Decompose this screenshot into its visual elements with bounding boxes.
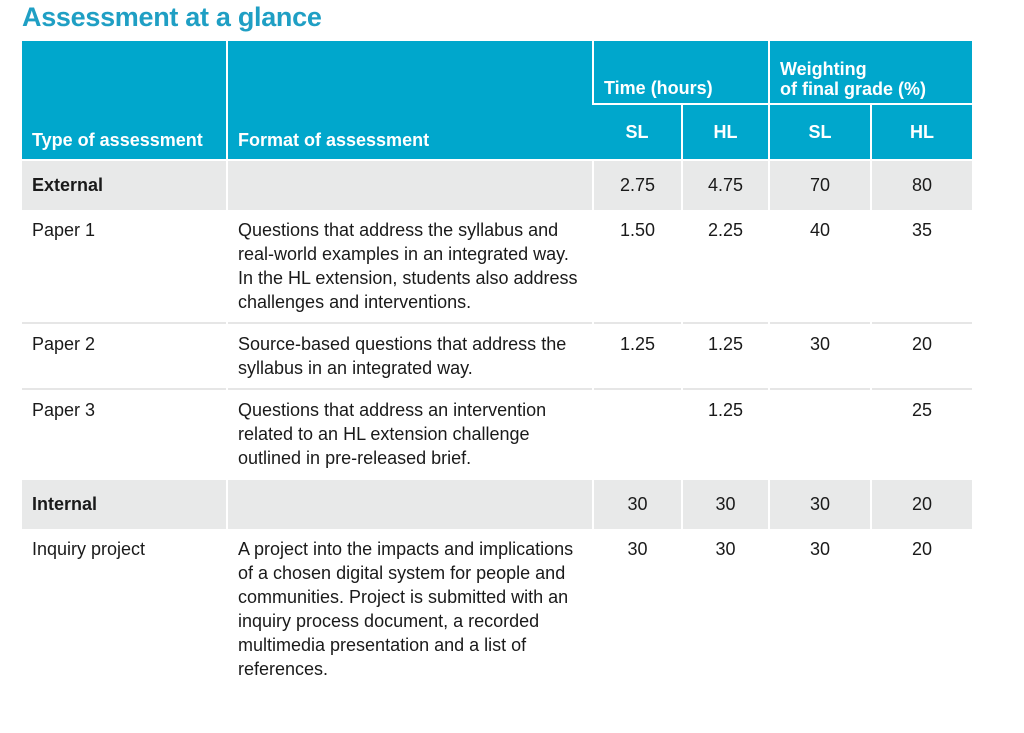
assessment-table: Type of assessment Format of assessment …	[22, 41, 973, 689]
cell-weight-sl: 70	[768, 159, 871, 210]
cell-weight-sl: 30	[768, 322, 871, 389]
cell-time-hl: 2.25	[681, 210, 769, 323]
cell-time-sl	[592, 388, 682, 479]
header-time-sl: SL	[593, 104, 682, 160]
header-time-hours: Time (hours)	[592, 41, 769, 105]
cell-weight-sl	[768, 388, 871, 479]
table-row-paper-1: Paper 1 Questions that address the sylla…	[22, 210, 973, 323]
cell-weight-sl: 30	[768, 478, 871, 529]
table-row-internal: Internal 30 30 30 20	[22, 478, 973, 529]
table-row-external: External 2.75 4.75 70 80	[22, 159, 973, 210]
table-row-inquiry-project: Inquiry project A project into the impac…	[22, 529, 973, 689]
cell-weight-hl: 20	[869, 478, 973, 529]
cell-format: Questions that address the syllabus and …	[226, 210, 593, 323]
cell-type: Paper 1	[22, 210, 227, 323]
header-weight-sl: SL	[768, 104, 871, 160]
cell-weight-hl: 80	[869, 159, 973, 210]
cell-weight-hl: 35	[869, 210, 973, 323]
header-weighting-line1: Weighting	[780, 59, 867, 79]
cell-time-hl: 4.75	[681, 159, 769, 210]
cell-weight-hl: 20	[869, 529, 973, 689]
cell-type: Paper 2	[22, 322, 227, 389]
header-type-of-assessment: Type of assessment	[22, 41, 227, 160]
header-weighting-line2: of final grade (%)	[780, 79, 927, 99]
cell-format: A project into the impacts and implicati…	[226, 529, 593, 689]
cell-type: External	[22, 159, 227, 210]
header-weight-hl: HL	[869, 104, 973, 160]
cell-time-hl: 30	[681, 478, 769, 529]
cell-weight-sl: 30	[768, 529, 871, 689]
cell-time-hl: 30	[681, 529, 769, 689]
table-row-paper-2: Paper 2 Source-based questions that addr…	[22, 322, 973, 389]
cell-format: Source-based questions that address the …	[226, 322, 593, 389]
cell-type: Paper 3	[22, 388, 227, 479]
cell-weight-hl: 20	[869, 322, 973, 389]
header-format-of-assessment: Format of assessment	[226, 41, 593, 160]
cell-time-hl: 1.25	[681, 322, 769, 389]
cell-format	[226, 159, 593, 210]
cell-format	[226, 478, 593, 529]
cell-type: Inquiry project	[22, 529, 227, 689]
cell-time-sl: 2.75	[592, 159, 682, 210]
cell-weight-sl: 40	[768, 210, 871, 323]
cell-time-sl: 30	[592, 478, 682, 529]
cell-type: Internal	[22, 478, 227, 529]
cell-weight-hl: 25	[869, 388, 973, 479]
cell-time-hl: 1.25	[681, 388, 769, 479]
cell-time-sl: 1.25	[592, 322, 682, 389]
cell-format: Questions that address an intervention r…	[226, 388, 593, 479]
header-time-hl: HL	[681, 104, 769, 160]
header-weighting: Weighting of final grade (%)	[767, 41, 973, 105]
cell-time-sl: 30	[592, 529, 682, 689]
cell-time-sl: 1.50	[592, 210, 682, 323]
table-row-paper-3: Paper 3 Questions that address an interv…	[22, 388, 973, 479]
page-title: Assessment at a glance	[22, 2, 322, 32]
